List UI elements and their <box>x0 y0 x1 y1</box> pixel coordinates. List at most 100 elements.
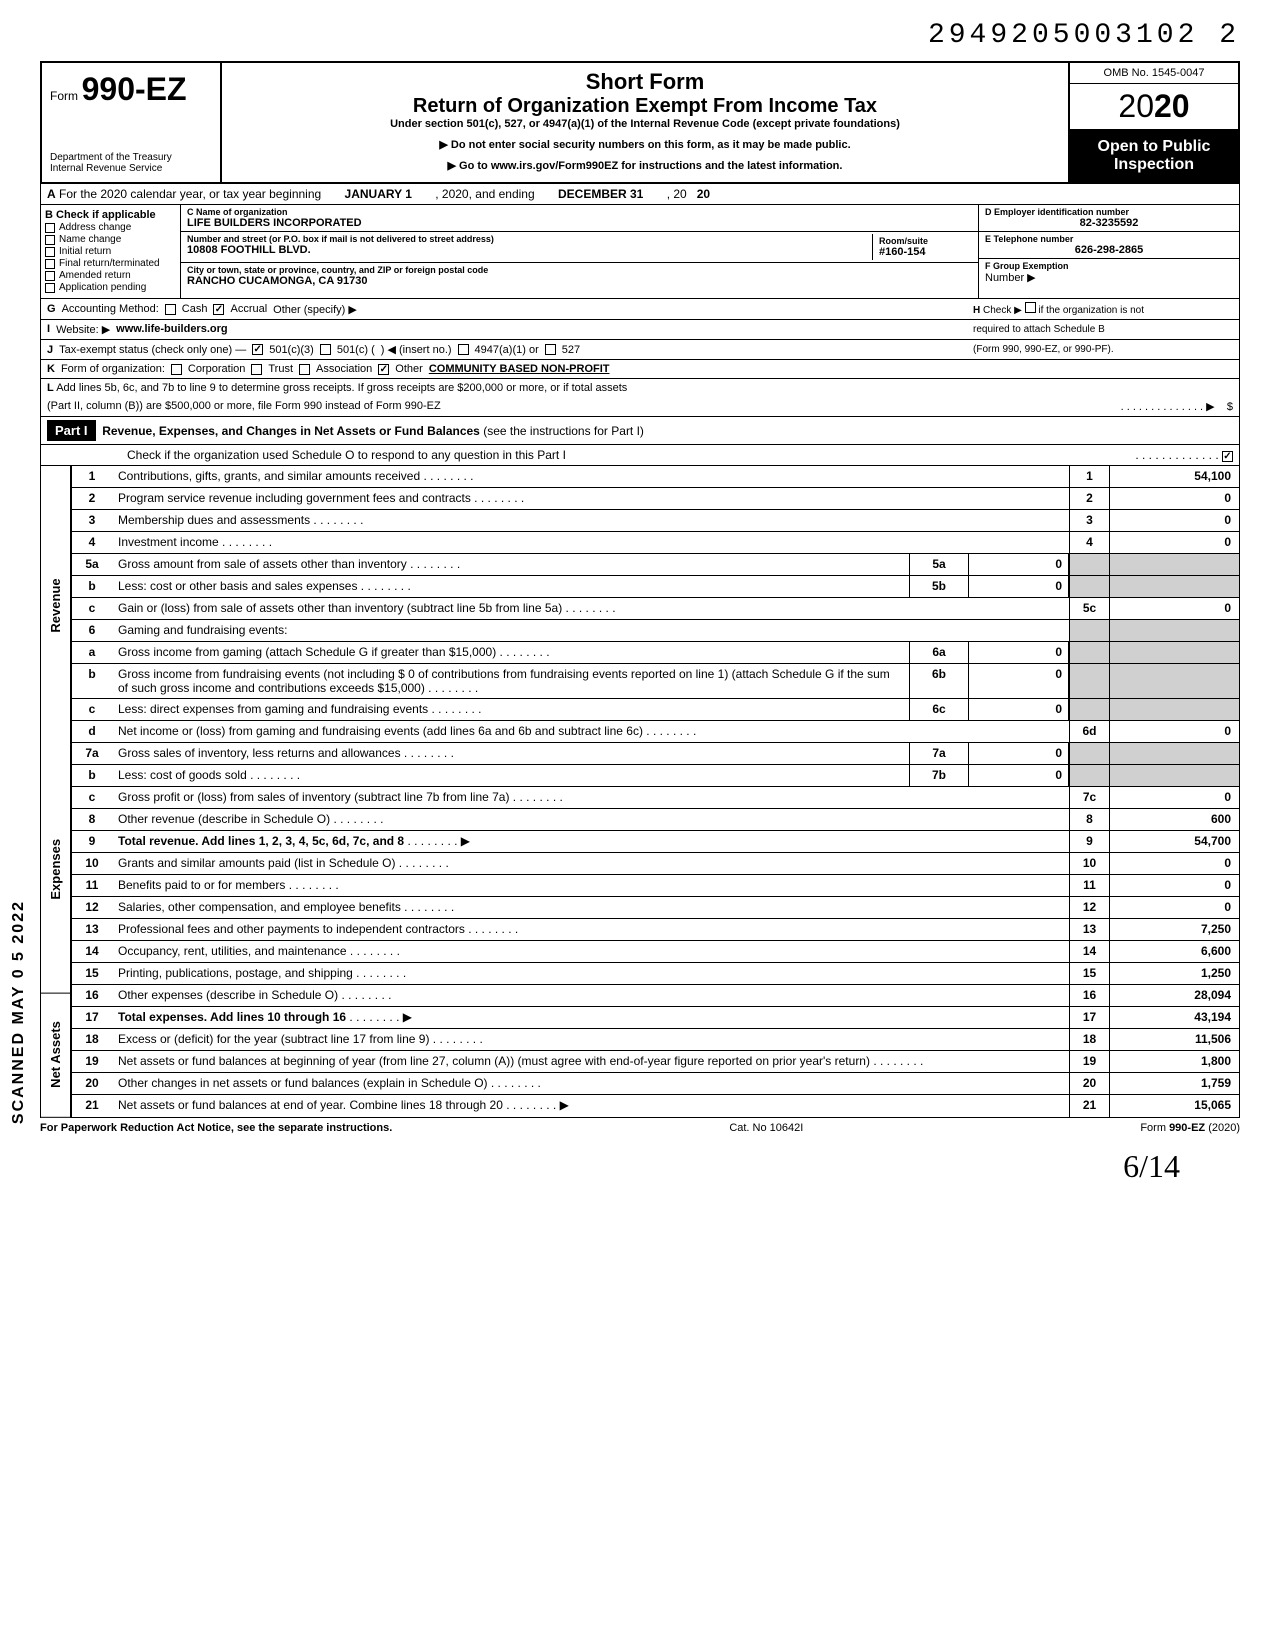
end-num-14: 14 <box>1069 941 1109 962</box>
end-val-3: 0 <box>1109 510 1239 531</box>
end-num-3: 3 <box>1069 510 1109 531</box>
k-trust: Trust <box>268 363 293 375</box>
line-desc-10: Grants and similar amounts paid (list in… <box>112 853 1069 874</box>
shaded-num-c <box>1069 699 1109 720</box>
shaded-val-6 <box>1109 620 1239 641</box>
j-501c: 501(c) ( <box>337 344 375 356</box>
chk-501c3[interactable]: ✓ <box>252 344 263 355</box>
end-num-15: 15 <box>1069 963 1109 984</box>
year-bold: 20 <box>1154 88 1190 124</box>
end-num-17: 17 <box>1069 1007 1109 1028</box>
f-sublabel: Number ▶ <box>985 271 1233 284</box>
mid-num-b: 7b <box>909 765 969 786</box>
c-city-label: City or town, state or province, country… <box>187 265 972 275</box>
chk-assoc[interactable] <box>299 364 310 375</box>
header-right: OMB No. 1545-0047 2020 Open to Public In… <box>1068 63 1238 182</box>
label-g: G <box>47 303 56 315</box>
chk-cash[interactable] <box>165 304 176 315</box>
shaded-val-b <box>1109 765 1239 786</box>
row-a-yearend: 20 <box>697 187 710 201</box>
line-desc-14: Occupancy, rent, utilities, and maintena… <box>112 941 1069 962</box>
line-desc-1: Contributions, gifts, grants, and simila… <box>112 466 1069 487</box>
footer: For Paperwork Reduction Act Notice, see … <box>40 1118 1240 1138</box>
section-c: C Name of organization LIFE BUILDERS INC… <box>181 205 979 298</box>
line-num-b: b <box>72 765 112 786</box>
shaded-val-a <box>1109 642 1239 663</box>
footer-right: Form 990-EZ (2020) <box>1140 1122 1240 1134</box>
chk-b-0[interactable] <box>45 223 55 233</box>
chk-527[interactable] <box>545 344 556 355</box>
chk-b-4[interactable] <box>45 271 55 281</box>
end-val-21: 15,065 <box>1109 1095 1239 1117</box>
shaded-num-b <box>1069 765 1109 786</box>
line-3: 3Membership dues and assessments . . . .… <box>72 510 1239 532</box>
line-d: dNet income or (loss) from gaming and fu… <box>72 721 1239 743</box>
mid-num-a: 6a <box>909 642 969 663</box>
shaded-val-5a <box>1109 554 1239 575</box>
c-addr-label: Number and street (or P.O. box if mail i… <box>187 234 872 244</box>
end-num-13: 13 <box>1069 919 1109 940</box>
line-b: bLess: cost of goods sold . . . . . . . … <box>72 765 1239 787</box>
l-arrow: ▶ <box>1206 401 1214 413</box>
row-g-i: G Accounting Method: Cash ✓ Accrual Othe… <box>40 299 1240 320</box>
end-val-12: 0 <box>1109 897 1239 918</box>
h-text4: (Form 990, 990-EZ, or 990-PF). <box>973 344 1233 355</box>
chk-accrual[interactable]: ✓ <box>213 304 224 315</box>
line-desc-11: Benefits paid to or for members . . . . … <box>112 875 1069 896</box>
end-num-19: 19 <box>1069 1051 1109 1072</box>
chk-other-org[interactable]: ✓ <box>378 364 389 375</box>
b-item-0: Address change <box>45 222 176 233</box>
chk-b-3[interactable] <box>45 259 55 269</box>
b-item-label-1: Name change <box>59 234 121 245</box>
chk-corp[interactable] <box>171 364 182 375</box>
row-l: L Add lines 5b, 6c, and 7b to line 9 to … <box>40 379 1240 417</box>
end-num-2: 2 <box>1069 488 1109 509</box>
end-val-8: 600 <box>1109 809 1239 830</box>
line-num-8: 8 <box>72 809 112 830</box>
chk-b-5[interactable] <box>45 283 55 293</box>
line-desc-c: Gross profit or (loss) from sales of inv… <box>112 787 1069 808</box>
g-accrual: Accrual <box>230 303 267 315</box>
department: Department of the Treasury Internal Reve… <box>50 152 212 174</box>
part1-check-text: Check if the organization used Schedule … <box>127 448 566 462</box>
l-dollar: $ <box>1227 401 1233 413</box>
line-num-c: c <box>72 699 112 720</box>
chk-schedule-o[interactable]: ✓ <box>1222 451 1233 462</box>
chk-501c[interactable] <box>320 344 331 355</box>
open-public-1: Open to Public <box>1074 138 1234 156</box>
h-text1: Check ▶ <box>983 305 1022 316</box>
chk-trust[interactable] <box>251 364 262 375</box>
end-num-d: 6d <box>1069 721 1109 742</box>
org-city: RANCHO CUCAMONGA, CA 91730 <box>187 275 972 287</box>
mid-val-b: 0 <box>969 664 1069 698</box>
chk-4947[interactable] <box>458 344 469 355</box>
b-item-4: Amended return <box>45 270 176 281</box>
line-c: cGross profit or (loss) from sales of in… <box>72 787 1239 809</box>
line-15: 15Printing, publications, postage, and s… <box>72 963 1239 985</box>
tax-year: 2020 <box>1070 84 1238 130</box>
chk-b-2[interactable] <box>45 247 55 257</box>
scanned-stamp: SCANNED MAY 0 5 2022 <box>10 900 28 1124</box>
form-header: Form 990-EZ Department of the Treasury I… <box>40 61 1240 184</box>
line-num-13: 13 <box>72 919 112 940</box>
mid-num-7a: 7a <box>909 743 969 764</box>
end-num-10: 10 <box>1069 853 1109 874</box>
line-10: 10Grants and similar amounts paid (list … <box>72 853 1239 875</box>
side-expenses: Expenses <box>41 745 71 994</box>
chk-h[interactable] <box>1025 302 1036 313</box>
line-5a: 5aGross amount from sale of assets other… <box>72 554 1239 576</box>
shaded-val-7a <box>1109 743 1239 764</box>
line-num-21: 21 <box>72 1095 112 1117</box>
b-item-5: Application pending <box>45 282 176 293</box>
line-c: cLess: direct expenses from gaming and f… <box>72 699 1239 721</box>
end-val-11: 0 <box>1109 875 1239 896</box>
c-name-label: C Name of organization <box>187 207 972 217</box>
line-desc-7a: Gross sales of inventory, less returns a… <box>112 743 909 764</box>
title-return: Return of Organization Exempt From Incom… <box>232 95 1058 118</box>
j-text: Tax-exempt status (check only one) — <box>59 344 246 356</box>
chk-b-1[interactable] <box>45 235 55 245</box>
l-text1: Add lines 5b, 6c, and 7b to line 9 to de… <box>56 382 627 394</box>
b-item-label-2: Initial return <box>59 246 111 257</box>
end-num-8: 8 <box>1069 809 1109 830</box>
line-desc-d: Net income or (loss) from gaming and fun… <box>112 721 1069 742</box>
